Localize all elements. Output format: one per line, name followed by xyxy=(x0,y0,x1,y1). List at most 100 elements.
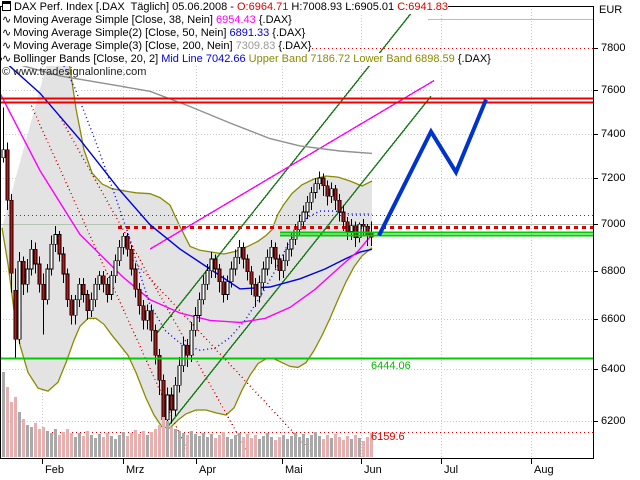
ma200-value: 7309.83 xyxy=(235,40,276,52)
candle xyxy=(177,365,182,386)
candle xyxy=(49,244,54,270)
volume-bar xyxy=(258,439,261,457)
candle xyxy=(129,248,134,270)
volume-bar xyxy=(194,434,197,457)
candle xyxy=(117,246,122,262)
candle xyxy=(97,275,102,285)
candle xyxy=(345,221,350,232)
candle xyxy=(237,246,242,258)
month-tick-label: Feb xyxy=(45,464,64,476)
candle xyxy=(25,268,30,285)
month-tick-label: Aug xyxy=(534,464,554,476)
squiggle-icon: ∿ xyxy=(2,14,12,26)
bollinger-label: Bollinger Bands [Close, 20, 2] xyxy=(13,53,162,65)
forecast-zigzag xyxy=(377,98,488,237)
candle xyxy=(137,289,142,306)
ma50-line xyxy=(0,56,373,290)
candle xyxy=(17,261,22,340)
ma50-value: 6891.33 xyxy=(229,27,270,39)
volume-bar xyxy=(282,435,285,457)
candle xyxy=(109,275,114,295)
candle xyxy=(193,315,198,331)
price-tick-label: 6200 xyxy=(601,415,626,427)
volume-bar xyxy=(154,429,157,457)
legend-row-ma200[interactable]: ∿ Moving Average Simple(3) [Close, 200, N… xyxy=(2,40,312,53)
legend-row-instrument[interactable]: DAX Perf. Index [.DAX Täglich] 05.06.200… xyxy=(2,1,448,14)
candle xyxy=(29,248,34,270)
bollinger-lower-line xyxy=(1,227,373,429)
volume-bar xyxy=(202,433,205,457)
candle xyxy=(325,185,330,197)
legend-row-ma50[interactable]: ∿ Moving Average Simple(2) [Close, 50, Ne… xyxy=(2,27,306,40)
volume-bar xyxy=(238,433,241,457)
candle xyxy=(185,344,190,356)
candle xyxy=(261,268,266,284)
volume-bar xyxy=(50,433,53,457)
candle xyxy=(9,200,14,274)
volume-bar xyxy=(58,435,61,457)
volume-bar xyxy=(46,431,49,457)
volume-bar xyxy=(170,427,173,457)
legend-row-bollinger[interactable]: ∿ Bollinger Bands [Close, 20, 2] Mid Line… xyxy=(2,53,491,66)
currency-label: EUR xyxy=(599,4,623,16)
candle xyxy=(141,305,146,321)
price-tick-label: 7200 xyxy=(601,172,626,184)
volume-bar xyxy=(290,436,293,457)
high-low-values: H:7008.93 L:6905.01 xyxy=(288,1,398,13)
uptrend-magenta xyxy=(149,80,435,250)
volume-bar xyxy=(70,433,73,457)
volume-bar xyxy=(34,423,37,457)
downtrend-dotted-2 xyxy=(59,116,249,453)
price-tick-label: 7400 xyxy=(601,128,626,140)
volume-bar xyxy=(190,431,193,457)
volume-bar xyxy=(234,435,237,457)
legend-row-ma38[interactable]: ∿ Moving Average Simple [Close, 38, Nein]… xyxy=(2,14,292,27)
price-tick-label: 7600 xyxy=(601,84,626,96)
volume-bar xyxy=(330,438,333,457)
candle xyxy=(93,283,98,300)
volume-bar xyxy=(102,437,105,457)
bollinger-band-area xyxy=(2,8,372,429)
candle xyxy=(121,236,126,248)
candle xyxy=(37,263,42,285)
candle xyxy=(309,192,314,203)
ma38-suffix: {.DAX} xyxy=(255,14,292,26)
volume-bar xyxy=(122,432,125,457)
ma50-suffix: {.DAX} xyxy=(269,27,306,39)
volume-bar xyxy=(254,435,257,457)
candle xyxy=(73,299,78,316)
ma38-label: Moving Average Simple [Close, 38, Nein] xyxy=(13,14,217,26)
candle xyxy=(241,246,246,260)
candle xyxy=(277,258,282,272)
candle xyxy=(305,201,310,213)
candle xyxy=(333,188,338,201)
candle xyxy=(153,329,158,356)
month-tick-label: Mai xyxy=(285,464,303,476)
volume-bar xyxy=(30,427,33,457)
candle xyxy=(289,239,294,250)
volume-bar xyxy=(342,440,345,457)
candle xyxy=(125,236,130,250)
month-tick-label: Jul xyxy=(444,464,459,476)
volume-bar xyxy=(158,425,161,457)
volume-bar xyxy=(126,436,129,457)
candle xyxy=(349,225,354,232)
volume-bar xyxy=(10,402,13,457)
candle xyxy=(13,289,18,340)
volume-bar xyxy=(286,439,289,457)
ma38-line xyxy=(0,92,373,324)
volume-bar xyxy=(26,425,29,457)
candle xyxy=(133,268,138,290)
bollinger-band-values: Upper Band 7186.72 Lower Band 6898.59 xyxy=(245,53,455,65)
volume-bar xyxy=(310,435,313,457)
volume-bar xyxy=(78,433,81,457)
volume-bar xyxy=(306,438,309,457)
volume-bar xyxy=(302,434,305,457)
candle xyxy=(145,310,150,321)
volume-bar xyxy=(370,433,373,457)
volume-bar xyxy=(366,437,369,457)
volume-bar xyxy=(346,436,349,457)
volume-bar xyxy=(334,434,337,457)
price-tick-label: 6800 xyxy=(601,265,626,277)
